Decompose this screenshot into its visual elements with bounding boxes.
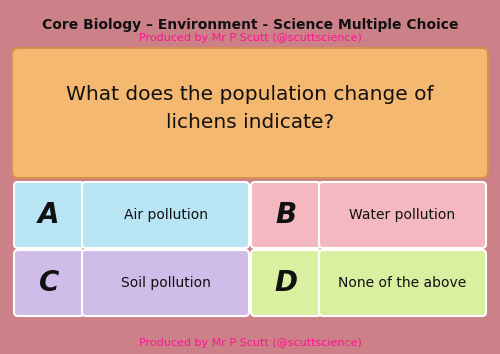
FancyBboxPatch shape [251, 182, 321, 248]
Text: Produced by Mr P Scutt (@scuttscience): Produced by Mr P Scutt (@scuttscience) [138, 33, 362, 43]
Text: Produced by Mr P Scutt (@scuttscience): Produced by Mr P Scutt (@scuttscience) [138, 338, 362, 348]
Text: Air pollution: Air pollution [124, 208, 208, 222]
FancyBboxPatch shape [319, 250, 486, 316]
FancyBboxPatch shape [14, 250, 84, 316]
Text: None of the above: None of the above [338, 276, 466, 290]
FancyBboxPatch shape [14, 182, 84, 248]
FancyBboxPatch shape [12, 48, 488, 178]
FancyBboxPatch shape [82, 182, 249, 248]
FancyBboxPatch shape [82, 250, 249, 316]
Text: A: A [38, 201, 60, 229]
Text: Soil pollution: Soil pollution [120, 276, 210, 290]
FancyBboxPatch shape [319, 182, 486, 248]
FancyBboxPatch shape [251, 250, 321, 316]
Text: D: D [274, 269, 297, 297]
Text: What does the population change of
lichens indicate?: What does the population change of liche… [66, 86, 434, 132]
Text: Water pollution: Water pollution [350, 208, 456, 222]
Text: C: C [39, 269, 59, 297]
Text: B: B [276, 201, 296, 229]
Text: Core Biology – Environment - Science Multiple Choice: Core Biology – Environment - Science Mul… [42, 18, 458, 32]
